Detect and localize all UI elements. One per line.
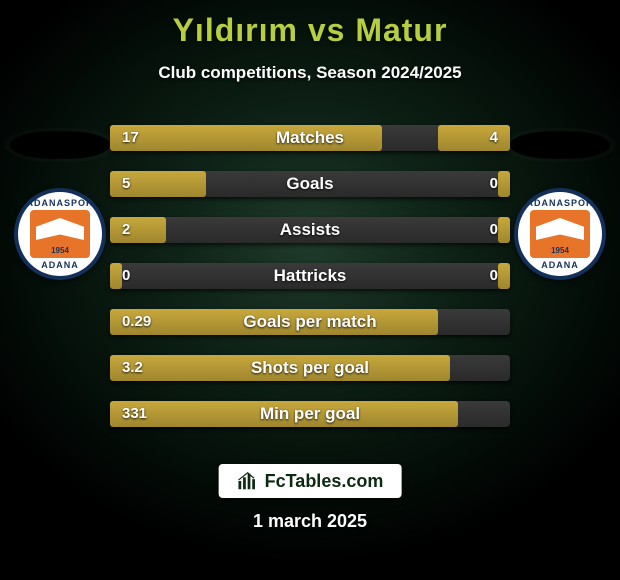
stat-fill-right [498,263,510,289]
stat-track [110,125,510,151]
stat-fill-left [110,263,122,289]
stat-fill-left [110,401,458,427]
chart-bars-icon [237,470,259,492]
subtitle: Club competitions, Season 2024/2025 [0,63,620,83]
club-badge-right: ADANASPOR 1954 ADANA [514,188,606,280]
date-text: 1 march 2025 [0,511,620,532]
stat-fill-left [110,309,438,335]
footer-brand-text: FcTables.com [265,471,384,492]
footer-brand-badge: FcTables.com [219,464,402,498]
stat-track [110,355,510,381]
badge-top-text: ADANASPOR [18,198,102,208]
book-icon [536,218,584,240]
silhouette-icon [510,131,610,159]
stat-row: Min per goal331 [110,394,510,432]
badge-bottom-text: ADANA [18,260,102,270]
stat-row: Hattricks00 [110,256,510,294]
page-title: Yıldırım vs Matur [0,0,620,49]
stat-fill-right [498,217,510,243]
silhouette-icon [10,131,110,159]
stat-row: Assists20 [110,210,510,248]
badge-bottom-text: ADANA [518,260,602,270]
stat-track [110,309,510,335]
player-right-avatar: ADANASPOR 1954 ADANA [505,120,615,280]
club-badge-left: ADANASPOR 1954 ADANA [14,188,106,280]
stat-track [110,401,510,427]
stat-track [110,217,510,243]
player-left-avatar: ADANASPOR 1954 ADANA [5,120,115,280]
book-icon [36,218,84,240]
stat-row: Shots per goal3.2 [110,348,510,386]
stat-fill-left [110,125,382,151]
badge-top-text: ADANASPOR [518,198,602,208]
stats-chart: Matches174 Goals50 Assists20 Hattricks00 Goa… [110,118,510,440]
stat-track [110,171,510,197]
badge-year: 1954 [30,246,90,255]
stat-fill-left [110,355,450,381]
stat-track [110,263,510,289]
stat-row: Matches174 [110,118,510,156]
badge-year: 1954 [530,246,590,255]
stat-fill-right [498,171,510,197]
stat-fill-left [110,171,206,197]
stat-row: Goals50 [110,164,510,202]
stat-fill-right [438,125,510,151]
stat-fill-left [110,217,166,243]
stat-row: Goals per match0.29 [110,302,510,340]
